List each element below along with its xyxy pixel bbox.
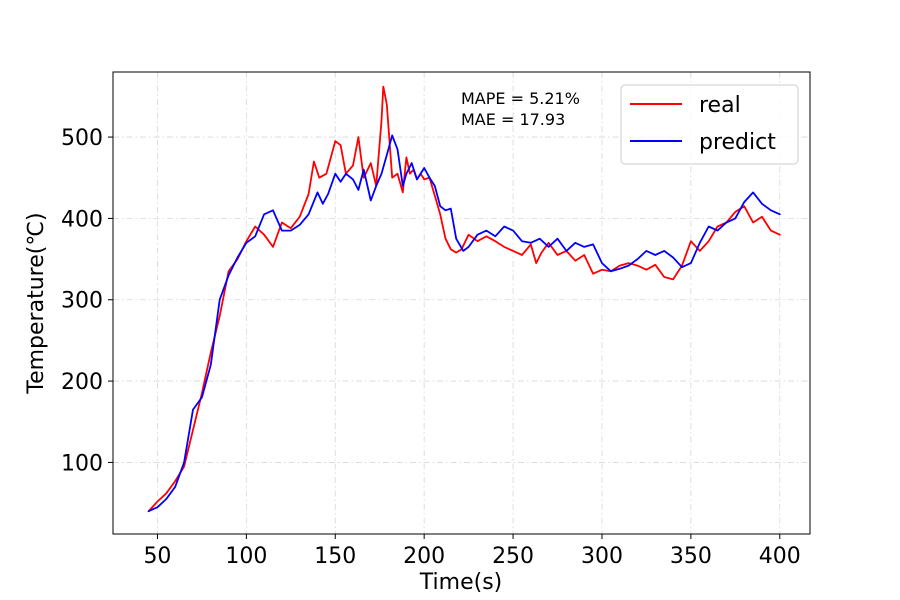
x-tick-label: 50 — [143, 544, 171, 569]
x-tick-label: 400 — [759, 544, 801, 569]
x-tick-label: 150 — [314, 544, 356, 569]
y-axis-label: Temperature(℃) — [24, 212, 49, 394]
x-tick-label: 350 — [670, 544, 712, 569]
legend-label-real: real — [699, 93, 741, 118]
y-tick-label: 100 — [61, 451, 103, 476]
x-tick-label: 200 — [403, 544, 445, 569]
plot-area-frame — [112, 71, 811, 535]
series-lines — [147, 85, 781, 513]
y-tick-label: 200 — [61, 370, 103, 395]
x-axis-label: Time(s) — [419, 570, 502, 595]
mape-annotation: MAPE = 5.21% — [461, 89, 580, 108]
y-axis-ticks: 100 200 300 400 500 — [61, 126, 113, 476]
series-line-real — [147, 85, 781, 513]
x-tick-label: 100 — [225, 544, 267, 569]
x-tick-label: 250 — [492, 544, 534, 569]
y-tick-label: 500 — [61, 126, 103, 151]
legend-label-predict: predict — [699, 130, 776, 155]
series-line-predict — [147, 134, 781, 513]
x-axis-ticks: 50 100 150 200 250 300 350 400 — [143, 534, 801, 569]
legend: real predict — [620, 84, 799, 165]
y-tick-label: 300 — [61, 289, 103, 314]
y-tick-label: 400 — [61, 207, 103, 232]
mae-annotation: MAE = 17.93 — [461, 110, 565, 129]
x-tick-label: 300 — [581, 544, 623, 569]
